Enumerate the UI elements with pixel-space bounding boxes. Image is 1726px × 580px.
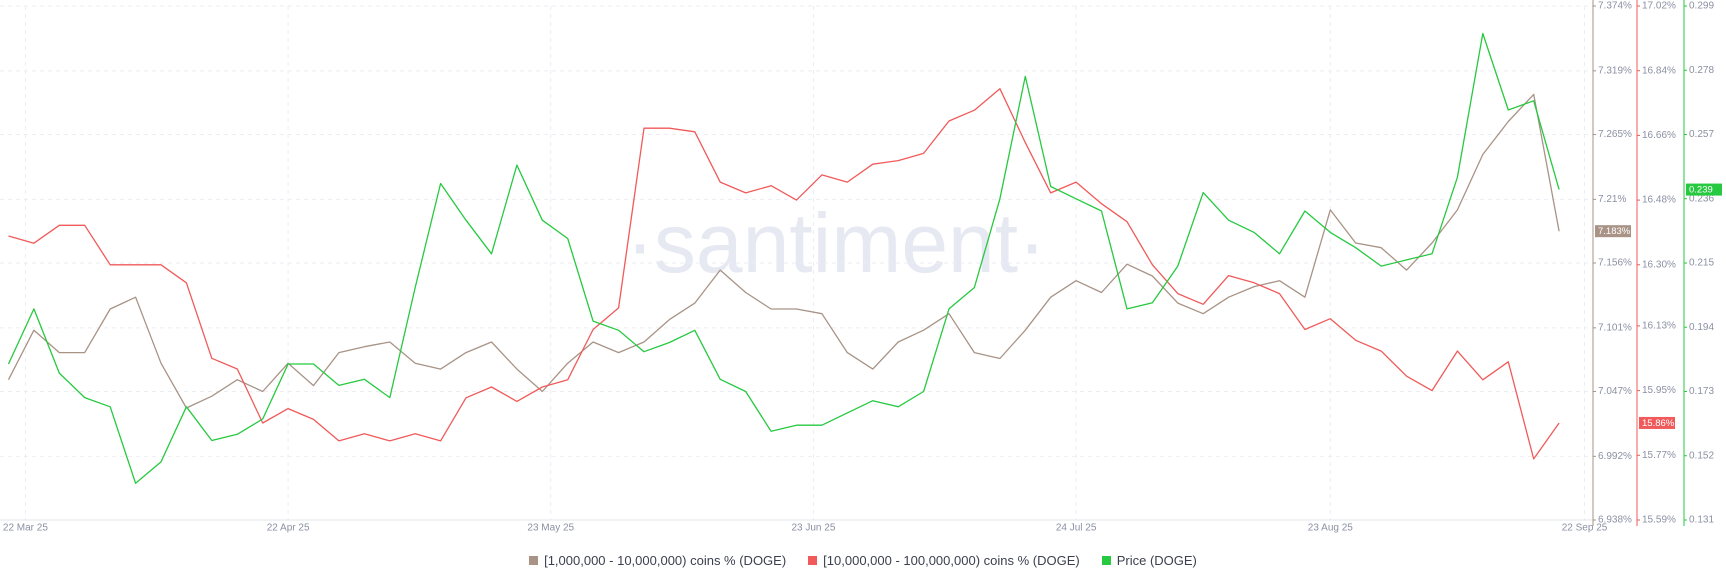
y-tick-label: 7.156% (1598, 258, 1632, 269)
y-tick-label: 0.257 (1689, 129, 1714, 140)
legend-label: [1,000,000 - 10,000,000) coins % (DOGE) (544, 552, 787, 568)
y-tick-label: 7.21% (1598, 194, 1626, 205)
badge-label: 15.86% (1642, 418, 1675, 429)
y-tick-label: 16.30% (1642, 259, 1676, 270)
last-value-badge: 15.86% (1639, 416, 1675, 429)
y-tick-label: 6.938% (1598, 515, 1632, 526)
x-tick-label: 22 Apr 25 (267, 523, 310, 534)
badge-bg (1686, 183, 1722, 196)
legend-swatch (1101, 555, 1111, 565)
legend-label: Price (DOGE) (1116, 552, 1197, 568)
y-tick-label: 0.299 (1689, 1, 1714, 12)
y-tick-label: 17.02% (1642, 1, 1676, 12)
legend-item[interactable]: [10,000,000 - 100,000,000) coins % (DOGE… (808, 553, 1080, 568)
y-tick-label: 7.047% (1598, 386, 1632, 397)
y-tick-label: 0.173 (1689, 386, 1714, 397)
watermark: ·santiment· (626, 196, 1046, 290)
y-tick-label: 15.59% (1642, 515, 1676, 526)
x-tick-label: 23 Aug 25 (1308, 523, 1353, 534)
y-tick-label: 0.215 (1689, 258, 1714, 269)
y-tick-label: 7.374% (1598, 1, 1632, 12)
y-tick-label: 7.101% (1598, 322, 1632, 333)
x-tick-label: 24 Jul 25 (1056, 523, 1097, 534)
badge-bg (1639, 416, 1675, 429)
legend-item[interactable]: Price (DOGE) (1101, 552, 1197, 568)
series-line (7, 93, 1560, 409)
last-value-badge: 0.239 (1686, 183, 1722, 196)
x-tick-label: 23 May 25 (527, 523, 574, 534)
badge-bg (1595, 225, 1631, 238)
series-line (8, 88, 1560, 460)
x-tick-label: 22 Mar 25 (3, 523, 48, 534)
y-tick-label: 0.278 (1689, 65, 1714, 76)
last-value-badge: 7.183% (1595, 225, 1631, 237)
y-tick-label: 0.152 (1689, 450, 1714, 461)
legend-swatch (529, 555, 539, 565)
badge-label: 0.239 (1689, 185, 1713, 196)
y-tick-label: 15.95% (1642, 385, 1676, 396)
y-tick-label: 15.77% (1642, 450, 1676, 461)
x-tick-label: 23 Jun 25 (791, 523, 835, 534)
y-tick-label: 16.66% (1642, 130, 1676, 141)
y-tick-label: 7.319% (1598, 65, 1632, 76)
legend-label: [10,000,000 - 100,000,000) coins % (DOGE… (823, 552, 1080, 568)
y-tick-label: 16.48% (1642, 195, 1676, 206)
legend-swatch (808, 555, 818, 565)
chart: ·santiment· 22 Mar 25 22 Apr 25 23 May 25 2… (0, 0, 1722, 534)
legend-item[interactable]: [1,000,000 - 10,000,000) coins % (DOGE) (529, 553, 786, 568)
badge-label: 7.183% (1598, 226, 1631, 237)
y-tick-label: 0.236 (1689, 193, 1714, 204)
y-tick-label: 16.84% (1642, 65, 1676, 76)
legend: [1,000,000 - 10,000,000) coins % (DOGE) [… (0, 540, 1726, 580)
y-tick-label: 16.13% (1642, 321, 1676, 332)
series-line (7, 32, 1560, 484)
y-tick-label: 7.265% (1598, 129, 1632, 140)
y-tick-label: 0.194 (1689, 322, 1714, 333)
y-tick-label: 0.131 (1689, 515, 1714, 526)
x-tick-label: 22 Sep 25 (1562, 523, 1608, 534)
y-tick-label: 6.992% (1598, 451, 1632, 462)
